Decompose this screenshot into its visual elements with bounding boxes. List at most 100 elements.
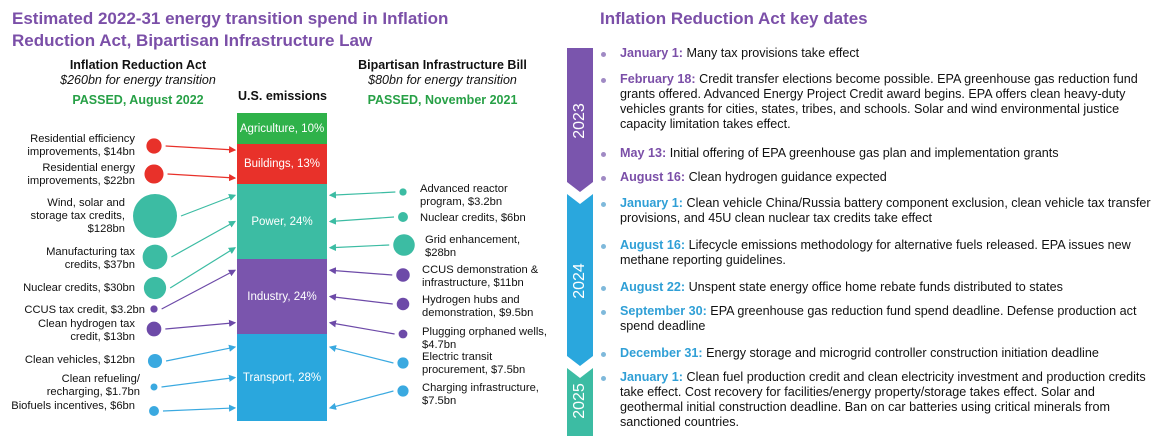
ira-status: PASSED, August 2022 [72,93,204,107]
bil-bubble [398,329,408,339]
bil-arrow [328,243,390,252]
left-title: Estimated 2022-31 energy transition spen… [12,9,449,50]
ira-amount: $260bn for energy transition [60,73,216,87]
ira-item-label: Clean refueling/ recharging, $1.7bn [46,373,140,398]
ira-item-label: Manufacturing tax credits, $37bn [46,246,135,271]
bil-bubble [396,297,410,311]
event-text: Many tax provisions take effect [683,46,860,60]
event-date: January 1: [620,46,683,60]
emissions-label: U.S. emissions [238,89,327,103]
bil-arrow [328,216,395,225]
segment-power: Power, 24% [237,184,327,259]
event-item: August 16: Lifecycle emissions methodolo… [620,238,1155,268]
event-item: February 18: Credit transfer elections b… [620,72,1155,132]
ira-bubble [143,276,167,300]
bil-item-label: Charging infrastructure, $7.5bn [422,382,539,407]
bil-item-label: CCUS demonstration & infrastructure, $11… [422,264,539,289]
year-label-2023: 2023 [571,103,588,139]
event-date: January 1: [620,370,683,384]
segment-buildings: Buildings, 13% [237,144,327,184]
event-item: September 30: EPA greenhouse gas reducti… [620,304,1155,334]
year-label-2025: 2025 [571,383,588,419]
timeline-2024 [567,194,593,366]
bil-arrow [328,390,394,410]
ira-bubble [146,138,162,154]
ira-name: Inflation Reduction Act [69,58,207,72]
ira-bubble [150,383,158,391]
right-title: Inflation Reduction Act key dates [600,9,868,28]
event-bullet [601,202,606,207]
ira-arrow [165,344,237,362]
ira-item-label: Wind, solar and storage tax credits, $12… [30,197,125,235]
ira-arrow [165,145,237,154]
event-bullet [601,52,606,57]
bil-item-label: Electric transit procurement, $7.5bn [422,351,526,376]
bil-status: PASSED, November 2021 [367,93,518,107]
ira-arrow [180,194,237,217]
ira-bubble [146,321,162,337]
bil-item-label: Hydrogen hubs and demonstration, $9.5bn [422,294,534,319]
event-item: January 1: Clean fuel production credit … [620,370,1155,430]
ira-item-label: Clean vehicles, $12bn [24,354,135,366]
event-date: January 1: [620,196,683,210]
event-date: September 30: [620,304,707,318]
event-bullet [601,286,606,291]
bil-arrow [328,267,393,276]
event-bullet [601,352,606,357]
event-text: Initial offering of EPA greenhouse gas p… [666,146,1059,160]
event-date: February 18: [620,72,696,86]
event-bullet [601,244,606,249]
bil-bubble [396,268,410,282]
ira-arrow [171,220,237,258]
bil-amount: $80bn for energy transition [368,73,517,87]
ira-bubble [142,244,168,270]
ira-arrow [167,173,237,182]
timeline [567,48,593,436]
ira-arrow [165,319,237,330]
event-bullet [601,310,606,315]
event-bullet [601,176,606,181]
event-text: Lifecycle emissions methodology for alte… [620,238,1131,267]
event-item: December 31: Energy storage and microgri… [620,346,1155,361]
event-date: December 31: [620,346,703,360]
event-date: August 16: [620,238,686,252]
bil-arrow [328,293,393,305]
bil-bubble [397,385,409,397]
ira-bubble [149,406,159,416]
ira-item-label: Clean hydrogen tax credit, $13bn [37,318,135,343]
timeline-2023 [567,48,593,192]
event-date: August 16: [620,170,686,184]
event-bullet [601,78,606,83]
ira-item-label: Biofuels incentives, $6bn [11,400,135,412]
event-text: Clean vehicle China/Russia battery compo… [620,196,1151,225]
timeline-2025 [567,368,593,436]
event-text: Unspent state energy office home rebate … [685,280,1063,294]
ira-item-label: CCUS tax credit, $3.2bn [24,304,145,316]
event-item: August 16: Clean hydrogen guidance expec… [620,170,1155,185]
bil-bubble [398,212,408,222]
bil-bubble [393,234,415,256]
event-item: January 1: Many tax provisions take effe… [620,46,1155,61]
year-label-2024: 2024 [571,263,588,299]
ira-arrow [169,247,237,289]
ira-bubble [133,194,177,238]
arrows-layer [133,138,415,416]
event-text: Energy storage and microgrid controller … [702,346,1099,360]
event-item: January 1: Clean vehicle China/Russia ba… [620,196,1155,226]
segment-transport: Transport, 28% [237,334,327,421]
ira-arrow [161,269,237,310]
bil-arrow [328,191,396,199]
ira-bubble [144,164,164,184]
event-date: May 13: [620,146,667,160]
event-date: August 22: [620,280,686,294]
ira-arrow [161,374,237,388]
event-item: May 13: Initial offering of EPA greenhou… [620,146,1155,161]
event-text: Clean fuel production credit and clean e… [620,370,1146,429]
bil-name: Bipartisan Infrastructure Bill [358,58,527,72]
event-text: Clean hydrogen guidance expected [685,170,887,184]
bil-arrow [328,345,394,364]
bil-bubble [399,188,407,196]
bil-bubble [397,357,409,369]
segment-industry: Industry, 24% [237,259,327,334]
ira-bubble [147,353,163,369]
